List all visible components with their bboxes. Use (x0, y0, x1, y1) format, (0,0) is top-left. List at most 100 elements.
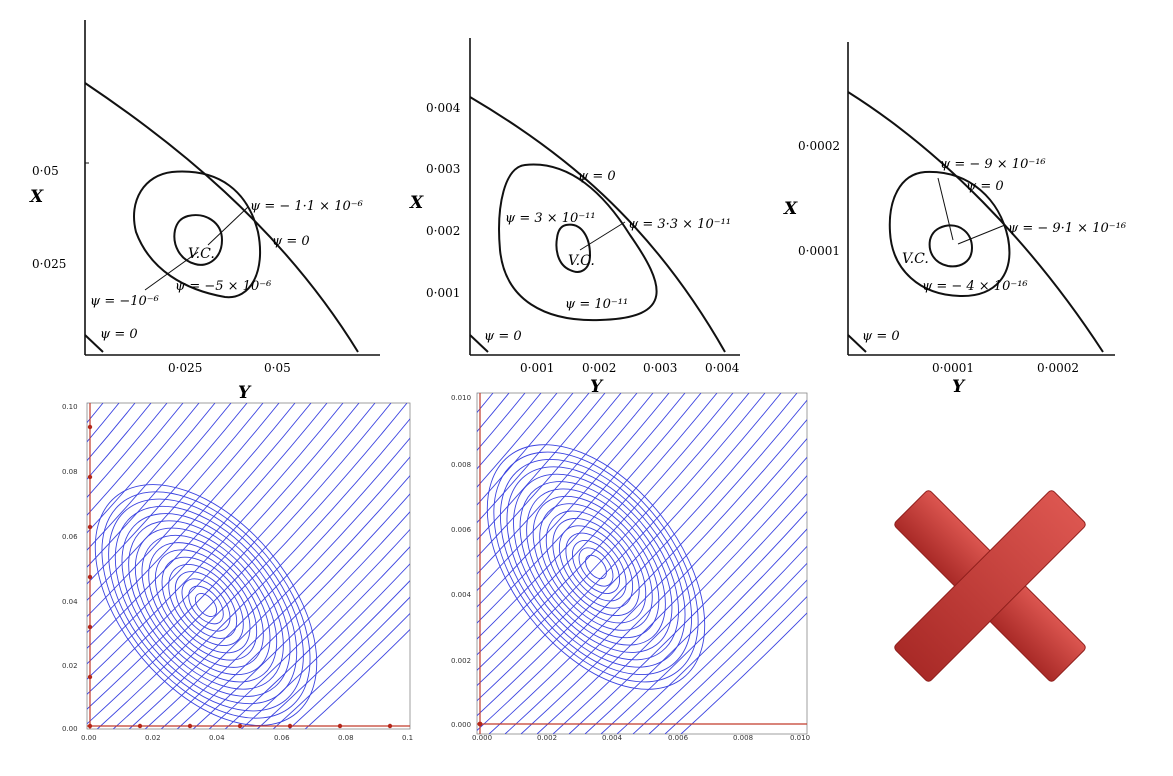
closed-streamline (128, 520, 284, 690)
y-tick: 0.010 (451, 394, 471, 402)
x-tick: 0.08 (338, 734, 354, 742)
streamline (87, 403, 344, 680)
streamline (477, 393, 622, 558)
x-tick: 0.010 (790, 734, 810, 742)
y-tick: 0.02 (62, 662, 78, 670)
streamline (0, 403, 55, 729)
closed-streamline (493, 451, 699, 683)
annotation-boundary: ψ = 0 (272, 234, 310, 249)
streamline (87, 403, 152, 480)
dot (237, 723, 243, 729)
streamline (87, 403, 184, 516)
inner-streamline (555, 223, 592, 273)
y-tick: 0.06 (62, 533, 78, 541)
y-tick: 0·002 (426, 224, 460, 238)
closed-streamline (181, 578, 231, 632)
dot (87, 424, 93, 430)
streamline (552, 474, 807, 734)
closed-streamline (174, 571, 238, 639)
red-x-icon (894, 490, 1086, 682)
streamline (304, 628, 410, 729)
x-tick: 0·025 (168, 361, 202, 375)
streamline (477, 393, 734, 671)
x-tick: 0.1 (402, 734, 413, 742)
annotation-inner: ψ = −5 × 10⁻⁶ (175, 279, 271, 294)
y-axis-label: X (783, 199, 798, 219)
y-tick: 0.008 (451, 461, 471, 469)
inner-streamline (928, 224, 974, 268)
closed-streamline (168, 563, 244, 647)
x-tick: 0.004 (602, 734, 623, 742)
dot (137, 723, 143, 729)
streamline (477, 393, 574, 506)
leader-line (957, 224, 1006, 245)
streamline (87, 403, 280, 618)
x-axis-label: Y (952, 377, 966, 397)
boundary-curve (84, 82, 359, 353)
x-tick: 0·002 (582, 361, 616, 375)
closed-streamline (519, 481, 673, 653)
annotation-bottom: ψ = − 4 × 10⁻¹⁶ (922, 279, 1028, 294)
y-tick: 0.002 (451, 657, 471, 665)
y-tick: 0·003 (426, 162, 460, 176)
streamplot-panel-1: 0.10 0.08 0.06 0.04 0.02 0.00 0.00 0.02 … (0, 402, 413, 742)
streamline (477, 393, 686, 624)
dot (287, 723, 293, 729)
streamline (477, 393, 798, 731)
streamline (0, 403, 71, 729)
closed-streamline (499, 458, 693, 676)
streamline (272, 596, 410, 729)
closed-streamline (108, 498, 304, 712)
streamline (192, 511, 410, 729)
streamline (648, 579, 807, 734)
boundary-curve (469, 96, 726, 353)
streamline (87, 403, 168, 498)
streamline (87, 403, 328, 665)
streamline (536, 456, 807, 734)
annotation-right: ψ = 3·3 × 10⁻¹¹ (628, 217, 731, 232)
x-tick: 0.006 (668, 734, 689, 742)
closed-streamline (532, 495, 660, 639)
y-tick: 0.04 (62, 598, 78, 606)
origin-dot (477, 721, 483, 727)
streamline (477, 393, 558, 488)
streamline (664, 596, 807, 734)
streamline (87, 403, 136, 462)
streamline (477, 393, 702, 640)
corner-curve (847, 334, 867, 353)
closed-streamline (188, 585, 224, 625)
y-tick: 0·05 (32, 164, 59, 178)
leader-line (937, 177, 954, 241)
outer-streamline (888, 170, 1011, 298)
streamline (477, 393, 750, 687)
streamline (96, 403, 408, 729)
closed-streamline (101, 491, 311, 719)
x-tick: 0.06 (274, 734, 290, 742)
streamline (477, 393, 638, 575)
y-tick: 0.10 (62, 403, 78, 411)
streamline (0, 403, 23, 729)
streamline (208, 528, 410, 729)
streamlines-1 (0, 403, 410, 729)
y-tick: 0.004 (451, 591, 472, 599)
boundary-curve (847, 91, 1104, 353)
closed-streamline (194, 593, 218, 617)
streamline (288, 612, 410, 729)
x-tick: 0.000 (472, 734, 492, 742)
annotation-left: ψ = −10⁻⁶ (90, 294, 159, 309)
boundary-dots (87, 424, 393, 729)
top-panel-3: 0·0002 0·0001 0·0001 0·0002 X Y ψ = − 9 … (783, 42, 1126, 397)
closed-streamline (94, 484, 318, 726)
closed-streamline (114, 505, 298, 705)
y-tick: 0.006 (451, 526, 472, 534)
streamline (680, 612, 807, 734)
dot (87, 674, 93, 680)
closed-streamline (154, 549, 258, 661)
streamline (520, 437, 807, 734)
closed-streamline (513, 473, 679, 661)
streamline (477, 393, 766, 702)
streamline (0, 403, 39, 729)
streamline (87, 403, 248, 585)
streamline (224, 546, 410, 729)
